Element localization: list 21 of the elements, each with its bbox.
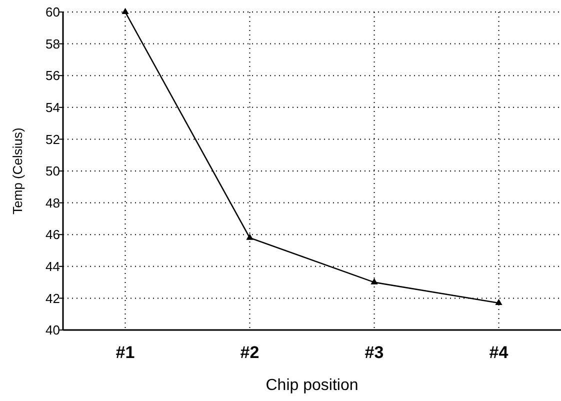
y-tick-label: 44	[46, 258, 60, 274]
x-tick-label: #4	[489, 343, 509, 362]
y-tick-label: 50	[46, 164, 60, 179]
x-tick-label: #1	[116, 343, 135, 362]
y-tick-label: 42	[46, 290, 60, 306]
point	[370, 278, 378, 284]
x-tick-label: #2	[240, 343, 260, 362]
y-tick-label: 58	[46, 36, 60, 52]
x-tick-label: #3	[364, 343, 384, 362]
y-tick-label: 56	[46, 68, 60, 84]
point	[495, 298, 502, 306]
y-tick-label: 60	[46, 4, 60, 20]
x-axis-title: Chip position	[266, 377, 358, 394]
y-axis-title: Temp (Celsius)	[10, 128, 25, 214]
y-tick-label: 52	[46, 132, 60, 147]
y-tick-label: 46	[46, 227, 60, 242]
point	[122, 8, 129, 14]
y-tick-label: 40	[46, 322, 60, 338]
point	[246, 234, 254, 240]
y-tick-label: 48	[46, 195, 60, 210]
y-tick-label: 54	[46, 100, 60, 115]
